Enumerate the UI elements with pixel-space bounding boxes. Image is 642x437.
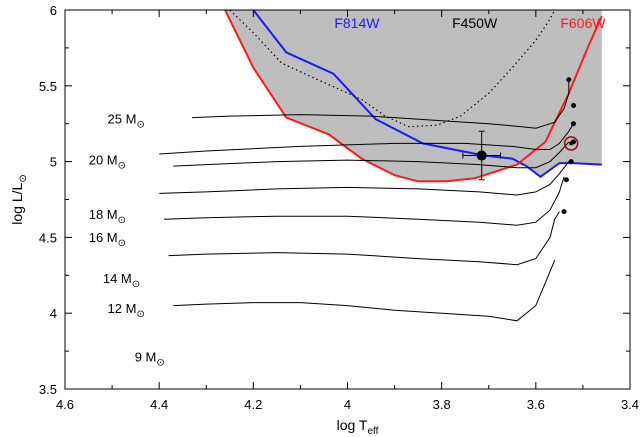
filter-curve-f606w: [224, 10, 603, 183]
track-0: [192, 79, 570, 129]
y-tick-label: 6: [50, 3, 57, 18]
shaded-region: [225, 10, 602, 182]
track-6: [173, 259, 556, 322]
track-3: [159, 161, 570, 196]
track-endpoint-4: [568, 159, 574, 165]
x-tick-label: 4.6: [56, 397, 74, 412]
track-2: [173, 141, 570, 169]
y-tick-label: 4.5: [39, 230, 57, 245]
track-endpoint-1: [571, 103, 576, 109]
filter-curve-f450w: [229, 10, 556, 128]
mass-label-value: 9 M: [135, 350, 157, 365]
unobservable-region-layer: [225, 10, 602, 182]
track-endpoint-0: [566, 77, 572, 83]
mass-label-value: 12 M: [108, 301, 137, 316]
circled-point-dot: [569, 141, 574, 146]
observed-point: [476, 150, 487, 161]
mass-label-sun: ⊙: [118, 161, 126, 172]
mass-label: 12 M⊙: [108, 301, 145, 320]
x-axis-title-sub: eff: [367, 426, 378, 437]
mass-label-sun: ⊙: [156, 358, 164, 369]
mass-label-value: 25 M: [108, 112, 137, 127]
y-tick-label: 3.5: [39, 382, 57, 397]
x-tick-label: 4: [344, 397, 351, 412]
filter-label-f814w: F814W: [334, 15, 380, 31]
x-tick-label: 4.2: [244, 397, 262, 412]
mass-label: 20 M⊙: [89, 153, 126, 172]
track-4: [163, 176, 565, 226]
y-tick-label: 4: [50, 306, 57, 321]
x-tick-label: 3.6: [527, 397, 545, 412]
filter-curve-f814w: [252, 10, 602, 179]
y-axis-title-main: log L/L: [9, 182, 25, 224]
track-endpoint-2: [571, 121, 576, 127]
x-axis-title-main: log T: [337, 417, 368, 433]
x-tick-label: 3.8: [433, 397, 451, 412]
track-endpoint-6: [561, 209, 567, 215]
mass-label-value: 14 M: [103, 271, 132, 286]
track-endpoint-5: [563, 177, 569, 183]
mass-label-sun: ⊙: [118, 238, 126, 249]
mass-label-value: 16 M: [89, 230, 118, 245]
track-1: [159, 123, 574, 155]
mass-label: 16 M⊙: [89, 230, 126, 249]
mass-label: 9 M⊙: [135, 350, 165, 369]
mass-label-sun: ⊙: [132, 279, 140, 290]
x-tick-label: 4.4: [150, 397, 168, 412]
y-tick-label: 5.5: [39, 79, 57, 94]
y-axis-title: log L/L⊙: [9, 174, 29, 224]
x-axis-title: log Teff: [337, 417, 379, 437]
circled-point-ring: [563, 136, 579, 151]
track-5: [168, 211, 560, 266]
y-tick-label: 5: [50, 155, 57, 170]
mass-label-value: 20 M: [89, 153, 118, 168]
filter-limit-curves: [224, 10, 603, 183]
mass-label: 14 M⊙: [103, 271, 140, 290]
mass-label-sun: ⊙: [118, 215, 126, 226]
filter-label-f606w: F606W: [560, 15, 606, 31]
mass-label: 25 M⊙: [108, 112, 145, 131]
evolutionary-tracks: [159, 79, 574, 322]
mass-label-sun: ⊙: [136, 120, 144, 131]
filter-label-f450w: F450W: [452, 15, 498, 31]
y-axis-title-sun: ⊙: [18, 174, 29, 182]
mass-label: 18 M⊙: [89, 207, 126, 226]
mass-label-value: 18 M: [89, 207, 118, 222]
mass-label-sun: ⊙: [136, 309, 144, 320]
data-markers: [462, 77, 579, 215]
x-tick-label: 3.4: [621, 397, 639, 412]
